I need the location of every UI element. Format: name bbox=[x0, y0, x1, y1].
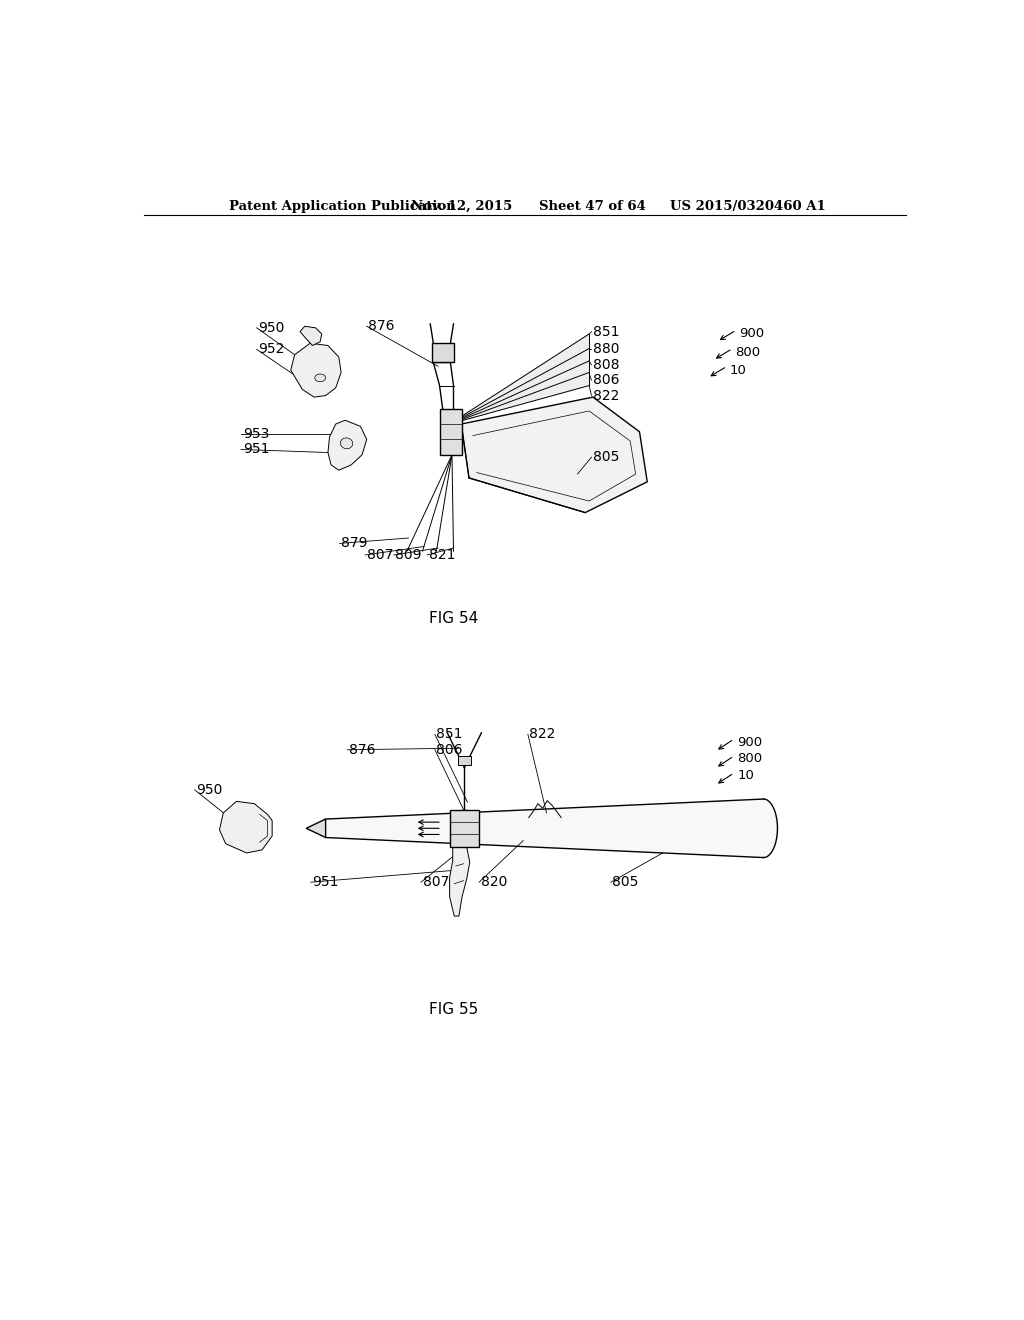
Text: 807: 807 bbox=[367, 548, 393, 562]
Text: 880: 880 bbox=[593, 342, 620, 356]
Polygon shape bbox=[219, 801, 272, 853]
Bar bbox=[432, 343, 454, 363]
Text: 851: 851 bbox=[593, 325, 620, 339]
Text: 10: 10 bbox=[729, 363, 746, 376]
Polygon shape bbox=[306, 818, 326, 837]
Text: 800: 800 bbox=[737, 752, 762, 766]
Text: FIG 54: FIG 54 bbox=[429, 611, 478, 627]
Text: 952: 952 bbox=[258, 342, 285, 356]
Text: 950: 950 bbox=[197, 783, 222, 797]
Ellipse shape bbox=[314, 374, 326, 381]
Text: 809: 809 bbox=[395, 548, 422, 562]
Text: 951: 951 bbox=[243, 442, 269, 457]
Text: 805: 805 bbox=[593, 450, 620, 465]
Text: 822: 822 bbox=[529, 727, 556, 742]
Text: 806: 806 bbox=[593, 374, 620, 387]
Text: 820: 820 bbox=[480, 875, 507, 890]
Text: 876: 876 bbox=[349, 743, 376, 756]
Bar bbox=[458, 756, 471, 766]
Text: 876: 876 bbox=[369, 319, 394, 333]
Polygon shape bbox=[461, 397, 647, 512]
Polygon shape bbox=[300, 326, 322, 346]
Text: Patent Application Publication: Patent Application Publication bbox=[228, 199, 456, 213]
Text: 807: 807 bbox=[423, 875, 449, 890]
Text: Sheet 47 of 64: Sheet 47 of 64 bbox=[539, 199, 645, 213]
Text: 900: 900 bbox=[738, 327, 764, 341]
Text: 806: 806 bbox=[436, 743, 463, 756]
Text: 800: 800 bbox=[735, 346, 760, 359]
Text: FIG 55: FIG 55 bbox=[429, 1002, 478, 1016]
Text: US 2015/0320460 A1: US 2015/0320460 A1 bbox=[671, 199, 826, 213]
Bar bbox=[450, 810, 479, 847]
Text: 879: 879 bbox=[341, 536, 368, 550]
Text: 900: 900 bbox=[737, 735, 762, 748]
Text: 951: 951 bbox=[312, 875, 339, 890]
Text: 10: 10 bbox=[737, 770, 754, 783]
Polygon shape bbox=[291, 343, 341, 397]
Text: Nov. 12, 2015: Nov. 12, 2015 bbox=[411, 199, 512, 213]
Polygon shape bbox=[328, 420, 367, 470]
Polygon shape bbox=[326, 799, 777, 858]
Text: 808: 808 bbox=[593, 358, 620, 372]
Text: 821: 821 bbox=[429, 548, 456, 562]
Text: 950: 950 bbox=[258, 321, 285, 335]
Text: 805: 805 bbox=[612, 875, 639, 890]
Bar bbox=[440, 409, 462, 455]
Text: 851: 851 bbox=[436, 727, 463, 742]
Polygon shape bbox=[450, 847, 470, 916]
Ellipse shape bbox=[340, 438, 352, 449]
Polygon shape bbox=[450, 334, 589, 424]
Text: 822: 822 bbox=[593, 388, 620, 403]
Text: 953: 953 bbox=[243, 428, 269, 441]
